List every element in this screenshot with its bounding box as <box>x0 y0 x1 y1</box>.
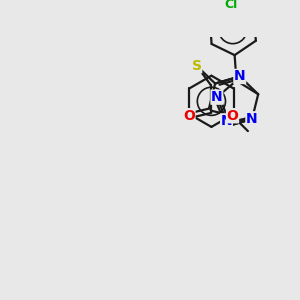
Text: N: N <box>221 114 232 128</box>
Text: S: S <box>192 59 202 73</box>
Text: O: O <box>226 109 238 123</box>
Text: N: N <box>234 69 246 83</box>
Text: Cl: Cl <box>224 0 238 11</box>
Text: N: N <box>246 112 258 126</box>
Text: O: O <box>183 109 195 123</box>
Text: N: N <box>246 112 258 126</box>
Text: N: N <box>211 90 223 104</box>
